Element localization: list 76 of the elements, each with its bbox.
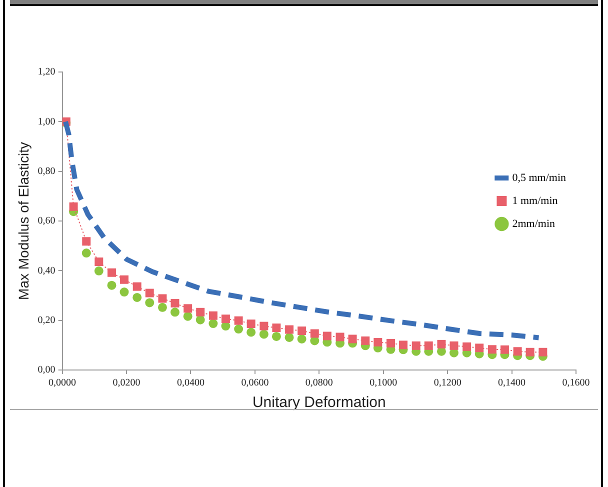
point: [234, 324, 244, 334]
point: [272, 332, 281, 341]
point: [145, 288, 154, 298]
point: [208, 311, 218, 320]
x-tick-label: 0,0400: [176, 378, 204, 389]
legend-label: 1 mm/min: [512, 194, 558, 207]
point: [399, 340, 408, 350]
point: [196, 308, 205, 316]
point: [132, 292, 142, 302]
point: [82, 237, 91, 246]
point: [348, 334, 357, 344]
x-tick-label: 0,1600: [562, 378, 590, 389]
point: [284, 332, 294, 342]
point: [336, 332, 344, 342]
point: [132, 282, 142, 291]
point: [412, 341, 420, 350]
point: [120, 288, 129, 297]
point: [500, 345, 509, 354]
point: [526, 348, 534, 356]
point: [170, 298, 180, 308]
point: [184, 304, 192, 313]
legend-label: 0,5 mm/min: [512, 172, 566, 184]
y-tick-label: 1,20: [38, 66, 56, 78]
y-tick-label: 0,20: [38, 314, 56, 326]
point: [298, 326, 306, 336]
point: [145, 298, 154, 308]
x-tick-label: 0,1400: [498, 378, 526, 389]
y-tick-label: 0,80: [38, 166, 56, 177]
point: [158, 302, 167, 312]
point: [183, 312, 192, 321]
y-tick-label: 0,40: [38, 265, 56, 276]
point: [94, 257, 104, 266]
x-tick-label: 0,0600: [241, 378, 269, 389]
point: [462, 342, 472, 351]
point: [374, 338, 382, 346]
point: [437, 340, 446, 348]
point: [310, 329, 319, 338]
point: [158, 294, 167, 303]
point: [107, 280, 116, 290]
point: [475, 344, 484, 352]
x-tick-label: 0,0200: [112, 378, 140, 389]
point: [386, 338, 395, 348]
point: [322, 332, 332, 340]
x-tick-label: 0,0800: [305, 378, 333, 389]
point: [246, 320, 256, 328]
point: [450, 341, 458, 350]
x-tick-label: 0,0000: [48, 378, 76, 389]
point: [260, 322, 268, 330]
point: [361, 336, 370, 345]
point: [170, 308, 180, 317]
y-tick-label: 0,00: [38, 364, 56, 376]
point: [259, 330, 268, 339]
x-axis-title: Unitary Deformation: [252, 394, 386, 412]
point: [538, 348, 548, 356]
point: [297, 334, 306, 344]
y-tick-label: 1,00: [38, 116, 56, 128]
point: [246, 328, 256, 337]
point: [69, 202, 78, 211]
x-tick-label: 0,1200: [434, 378, 462, 389]
point: [285, 325, 294, 334]
legend-label: 2mm/min: [512, 218, 556, 230]
point: [221, 314, 230, 324]
point: [234, 316, 243, 325]
point: [196, 315, 205, 324]
x-tick-label: 0,1000: [370, 378, 398, 389]
y-axis-title: Max Modulus of Elasticity: [15, 142, 32, 300]
point: [82, 248, 91, 258]
point: [424, 341, 433, 350]
point: [513, 347, 522, 356]
point: [94, 266, 104, 276]
point: [208, 319, 218, 328]
point: [488, 345, 496, 354]
point: [108, 268, 116, 277]
point: [272, 324, 281, 332]
y-tick-label: 0,60: [38, 216, 56, 227]
point: [120, 275, 129, 284]
